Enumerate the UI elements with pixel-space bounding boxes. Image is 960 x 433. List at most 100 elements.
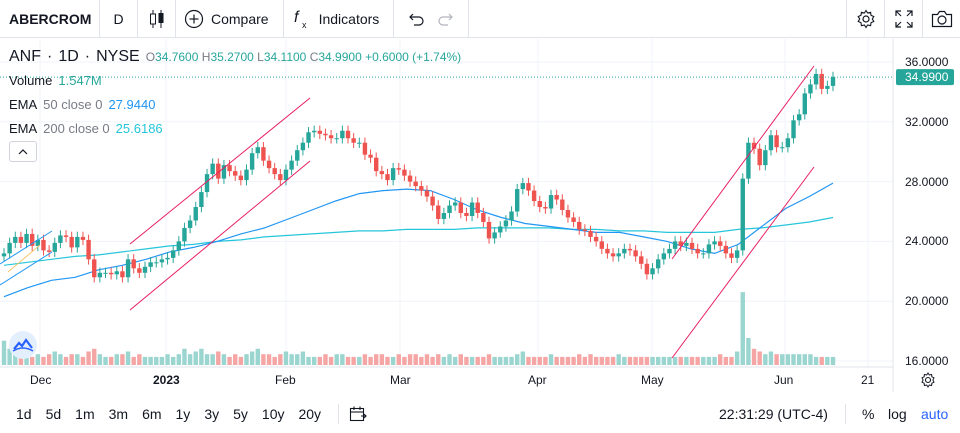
range-6m[interactable]: 6m [142, 405, 162, 422]
legend-ema50-row[interactable]: EMA 50 close 0 27.9440 [9, 93, 461, 117]
candle-body [295, 150, 300, 161]
symbol-search[interactable]: ABERCROM [0, 0, 100, 38]
volume-bar [509, 356, 514, 365]
range-3m[interactable]: 3m [108, 405, 129, 422]
candle [379, 165, 385, 180]
log-toggle[interactable]: log [888, 406, 907, 422]
candle-body [531, 190, 537, 202]
legend-ticker[interactable]: ANF [9, 48, 41, 65]
range-20y[interactable]: 20y [298, 405, 322, 422]
volume-bar [588, 354, 593, 365]
range-10y[interactable]: 10y [261, 405, 285, 422]
candle-body [610, 253, 616, 257]
candle [233, 165, 238, 181]
channel-drawings[interactable] [0, 65, 815, 359]
candle [774, 130, 779, 153]
screenshot-button[interactable] [922, 0, 960, 38]
range-3y[interactable]: 3y [204, 405, 220, 422]
chart-type-button[interactable] [138, 0, 176, 38]
candle [537, 195, 542, 213]
candle-body [689, 242, 695, 249]
redo-icon[interactable] [438, 12, 454, 26]
candle [7, 237, 12, 259]
time-tick: Dec [30, 373, 51, 387]
axis-settings-icon[interactable] [921, 372, 935, 388]
volume-bar [323, 354, 328, 365]
go-to-date-icon[interactable] [349, 406, 367, 422]
volume-bar [627, 356, 633, 365]
volume-bar [757, 351, 762, 365]
time-tick: Jun [774, 373, 793, 387]
candle-body [452, 202, 458, 206]
candle-body [142, 266, 148, 273]
candle-body [791, 120, 796, 139]
candle-body [317, 130, 323, 134]
candle-body [808, 84, 813, 94]
volume-bar [763, 354, 768, 365]
compare-label: Compare [211, 10, 269, 27]
channel-line[interactable] [129, 97, 311, 245]
volume-bar [825, 356, 830, 365]
percent-toggle[interactable]: % [862, 406, 875, 422]
range-1m[interactable]: 1m [75, 405, 95, 422]
legend-collapse-button[interactable] [9, 141, 37, 162]
volume-bar [7, 348, 12, 365]
compare-button[interactable]: Compare [176, 0, 284, 38]
volume-bar [216, 351, 221, 365]
candle-body [103, 272, 108, 274]
candle-body [272, 168, 277, 175]
candle [221, 159, 227, 184]
volume-bar [295, 354, 300, 365]
candle [103, 267, 108, 279]
volume-bar [684, 356, 689, 365]
time-tick: Apr [528, 373, 547, 387]
last-price-label: 34.9900 [905, 70, 949, 84]
fullscreen-button[interactable] [884, 0, 922, 38]
volume-bar [210, 354, 215, 365]
volume-bar [311, 356, 317, 365]
price-chart[interactable]: 36.0000 32.0000 28.0000 24.0000 20.0000 … [0, 39, 960, 392]
auto-toggle[interactable]: auto [921, 406, 949, 422]
candle [261, 141, 266, 166]
chart-area[interactable]: 36.0000 32.0000 28.0000 24.0000 20.0000 … [0, 39, 960, 392]
range-1y[interactable]: 1y [175, 405, 191, 422]
channel-line[interactable] [671, 65, 815, 260]
candle [92, 254, 97, 283]
settings-button[interactable] [846, 0, 884, 38]
undo-redo-group [394, 0, 470, 38]
candles [1, 68, 836, 283]
legend-ema200-row[interactable]: EMA 200 close 0 25.6186 [9, 117, 461, 141]
candle [813, 68, 819, 90]
price-axis[interactable]: 36.0000 32.0000 28.0000 24.0000 20.0000 … [905, 55, 949, 368]
range-1d[interactable]: 1d [16, 405, 32, 422]
channel-line[interactable] [129, 160, 311, 311]
candle-body [238, 175, 244, 181]
candle-body [672, 241, 678, 249]
range-5d[interactable]: 5d [45, 405, 62, 422]
volume-bar [35, 354, 41, 365]
interval-button[interactable]: D [100, 0, 138, 38]
channel-line[interactable] [0, 230, 53, 265]
legend-volume-row[interactable]: Volume 1.547M [9, 69, 461, 93]
channel-line[interactable] [0, 251, 53, 286]
clock-timezone[interactable]: 22:31:29 (UTC-4) [719, 406, 828, 422]
price-tick: 24.0000 [905, 234, 949, 248]
volume-bar [639, 356, 644, 365]
tradingview-logo[interactable] [9, 331, 37, 359]
volume-bar [830, 356, 836, 365]
range-5y[interactable]: 5y [233, 405, 248, 422]
price-tick: 20.0000 [905, 294, 949, 308]
time-axis[interactable]: Dec 2023 Feb Mar Apr May Jun 21 [30, 373, 875, 387]
channel-line[interactable] [671, 166, 815, 359]
volume-bar [441, 356, 447, 365]
time-tick: Feb [275, 373, 296, 387]
indicators-button[interactable]: f x Indicators [284, 0, 395, 38]
candle [362, 137, 368, 160]
volume-bar [593, 356, 599, 365]
candle-body [796, 114, 802, 121]
candle [176, 236, 182, 256]
channel-line[interactable] [7, 244, 41, 273]
candle-body [481, 212, 486, 222]
undo-icon[interactable] [408, 12, 424, 26]
candle [182, 222, 187, 247]
